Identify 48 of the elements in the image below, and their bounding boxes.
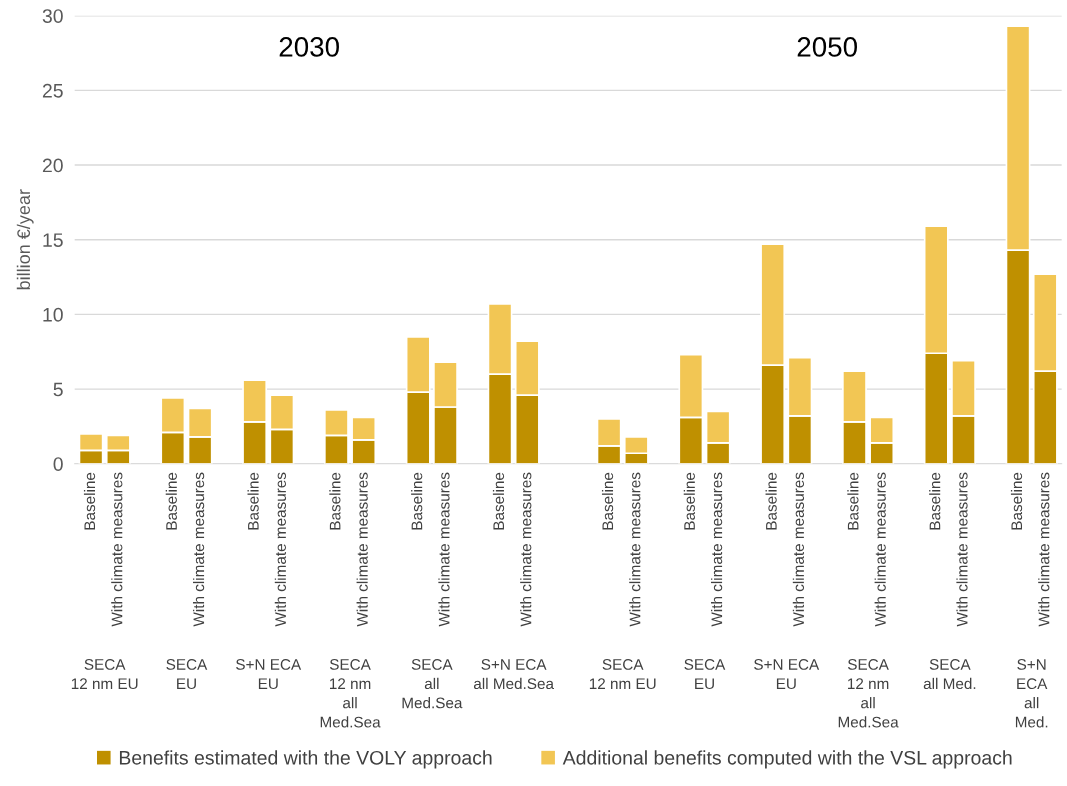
text: S+N ECA all Med. [1015,659,1048,728]
legend-label: Benefits estimated with the VOLY approach [119,750,492,769]
text: SECA EU [684,659,726,690]
x-tick-label: Baseline [492,472,505,530]
text: SECA EU [166,659,208,690]
x-tick-label: With climate measures [192,472,205,627]
x-tick-label: Baseline [929,472,941,530]
x-tick-label: With climate measures [356,472,368,627]
annotation: 2050 [797,37,857,57]
x-tick-label: With climate measures [792,472,805,627]
y-tick-label: 10 [43,307,63,322]
y-tick-label: 25 [42,83,63,98]
x-tick-label: Baseline [683,472,695,530]
text: SECA 12 nm all Med.Sea [320,659,381,728]
x-tick-label: Baseline [83,472,96,530]
text: SECA all Med. [923,659,976,690]
y-axis-title: billion €/year [16,189,34,290]
text: SECA 12 nm EU [71,659,138,690]
y-tick-label: 5 [53,382,63,397]
x-tick-label: Baseline [847,472,859,530]
x-tick-label: With climate measures [711,472,723,627]
text: S+N ECA all Med.Sea [473,659,554,690]
x-tick-label: Baseline [247,472,259,530]
x-tick-label: Baseline [1010,472,1023,530]
x-tick-label: With climate measures [438,472,450,627]
x-tick-label: With climate measures [111,472,123,627]
text: SECA 12 nm all Med.Sea [838,659,899,728]
x-tick-label: With climate measures [874,472,886,627]
text: S+N ECA EU [236,659,302,690]
x-tick-label: Baseline [165,472,177,530]
x-tick-label: Baseline [329,472,341,530]
text: SECA all Med.Sea [402,659,463,709]
x-tick-label: With climate measures [956,472,968,627]
x-tick-label: With climate measures [520,472,532,627]
x-tick-label: Baseline [601,472,614,530]
x-tick-label: With climate measures [629,472,641,627]
x-tick-label: Baseline [411,472,423,530]
y-tick-label: 20 [42,158,63,173]
annotation: 2030 [279,37,339,57]
x-tick-label: With climate measures [274,472,286,627]
y-tick-label: 30 [42,9,63,23]
x-tick-label: Baseline [765,472,777,530]
y-tick-label: 0 [53,457,63,471]
legend-label: Additional benefits computed with the VSL approach [562,750,1012,769]
x-tick-label: With climate measures [1038,472,1050,627]
y-tick-label: 15 [43,233,63,247]
text: S+N ECA EU [754,659,820,690]
text: SECA 12 nm EU [589,659,656,690]
